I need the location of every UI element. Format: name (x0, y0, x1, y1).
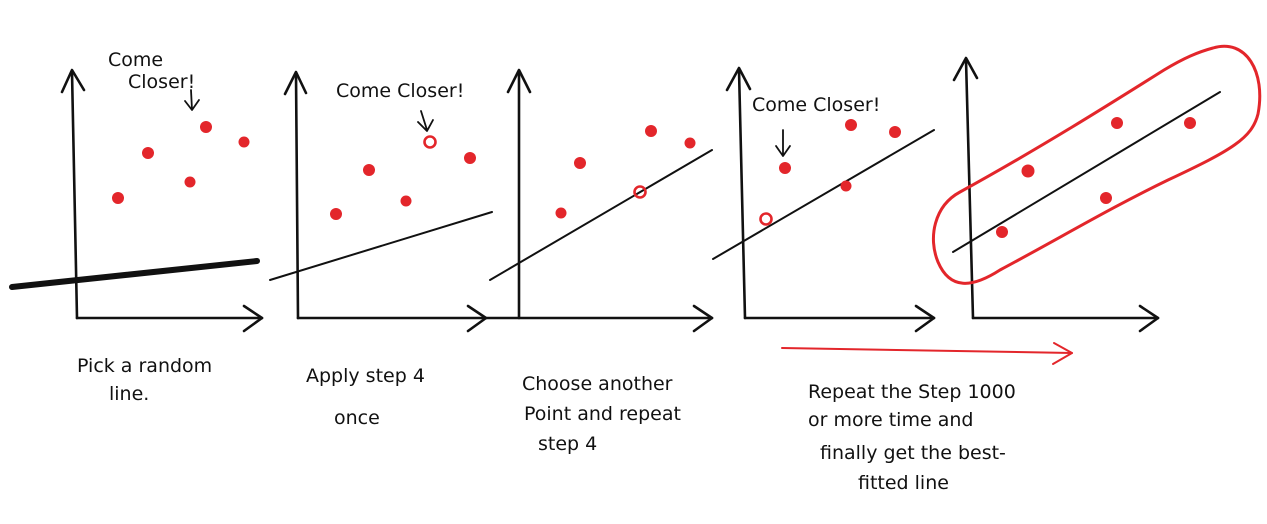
panel-1-random-line (9, 258, 260, 290)
panel-2-caption: Apply step 4 once (306, 365, 431, 429)
data-point (684, 137, 696, 149)
data-point (574, 157, 586, 169)
final-caption-line: finally get the best- (820, 442, 1006, 464)
panel-1-callout: Come Closer! (108, 49, 195, 93)
data-point (645, 125, 657, 137)
panel-4-callout: Come Closer! (752, 94, 880, 116)
data-point (1184, 117, 1196, 129)
panel-4-x-arrowhead (914, 304, 936, 333)
data-point (996, 226, 1008, 238)
data-point (1111, 117, 1123, 129)
panel-2: Come Closer! Apply step 4 once (269, 70, 493, 429)
final-caption-line: or more time and (808, 409, 973, 431)
panel-5-y-axis (964, 58, 975, 320)
panel-1-axes (60, 68, 264, 333)
panel-3-caption: Choose another Point and repeat step 4 (522, 373, 687, 455)
data-point-selected (759, 212, 773, 226)
panel-1-callout-line: Come (108, 49, 163, 71)
panel-4-callout-arrow (775, 129, 791, 157)
panel-2-y-arrowhead (283, 70, 308, 96)
data-point (400, 195, 412, 207)
best-fit-highlight-outline (931, 44, 1262, 285)
progression-arrow (781, 342, 1073, 365)
panel-3-x-arrowhead (692, 304, 714, 333)
panel-5-points (996, 117, 1196, 238)
panel-3-caption-line: Point and repeat (524, 403, 681, 425)
panel-2-fitted-line (269, 211, 493, 281)
panel-5-y-arrowhead (952, 56, 979, 82)
panel-2-callout-line: Come Closer! (336, 80, 464, 102)
data-point (1100, 192, 1112, 204)
final-caption-line: fitted line (858, 472, 949, 494)
final-caption-line: Repeat the Step 1000 (808, 381, 1016, 403)
panel-5-axes (952, 56, 1160, 333)
panel-1-caption-line: line. (109, 383, 149, 405)
data-point (363, 164, 375, 176)
data-point (330, 208, 342, 220)
data-point (555, 207, 567, 219)
data-point (889, 126, 901, 138)
panel-4-y-arrowhead (725, 66, 752, 92)
data-point-selected (633, 185, 647, 199)
data-point (464, 152, 476, 164)
panel-2-axes (283, 70, 488, 333)
panel-1-x-arrowhead (242, 304, 264, 333)
panel-3-axes (485, 68, 714, 333)
panel-1-y-axis (70, 70, 79, 320)
data-point (200, 121, 212, 133)
panel-1-callout-line: Closer! (128, 71, 195, 93)
data-point (845, 119, 857, 131)
panel-3-fitted-line (489, 149, 713, 281)
panel-4-axes (725, 66, 936, 333)
panel-1-points (112, 121, 250, 204)
data-point (238, 136, 250, 148)
data-point (112, 192, 124, 204)
panel-4-y-axis (737, 68, 747, 320)
data-point (840, 180, 852, 192)
panel-5-best-fit-line (952, 91, 1221, 253)
panel-2-caption-line: once (334, 407, 380, 429)
panel-4: Come Closer! (712, 66, 936, 333)
panel-2-y-axis (294, 72, 300, 320)
panel-2-caption-line: Apply step 4 (306, 365, 425, 387)
data-point (779, 162, 791, 174)
data-point-selected (423, 135, 437, 149)
panel-2-callout: Come Closer! (336, 80, 464, 102)
panel-1-y-arrowhead (60, 68, 86, 94)
panel-3-caption-line: Choose another (522, 373, 673, 395)
panel-3: Choose another Point and repeat step 4 (485, 68, 714, 455)
panel-2-callout-arrow (417, 110, 434, 132)
panel-4-points (759, 119, 901, 226)
data-point (142, 147, 154, 159)
panel-4-callout-line: Come Closer! (752, 94, 880, 116)
data-point (184, 176, 196, 188)
panel-1-caption-line: Pick a random (77, 355, 212, 377)
data-point (1021, 164, 1035, 178)
panel-1-callout-arrow (184, 89, 200, 111)
panel-2-points (330, 135, 476, 220)
panel-5 (931, 44, 1262, 333)
panel-4-fitted-line (712, 129, 935, 260)
panel-1-caption: Pick a random line. (77, 355, 218, 405)
panel-1: Come Closer! Pick a random line. (9, 49, 264, 405)
panel-3-y-arrowhead (506, 68, 532, 94)
progression-arrow-shaft (781, 347, 1073, 354)
final-caption: Repeat the Step 1000 or more time and fi… (808, 381, 1022, 494)
progression-arrow-head (1052, 342, 1073, 365)
panel-3-caption-line: step 4 (538, 433, 597, 455)
panel-5-x-arrowhead (1138, 304, 1160, 333)
panel-3-points (555, 125, 696, 219)
